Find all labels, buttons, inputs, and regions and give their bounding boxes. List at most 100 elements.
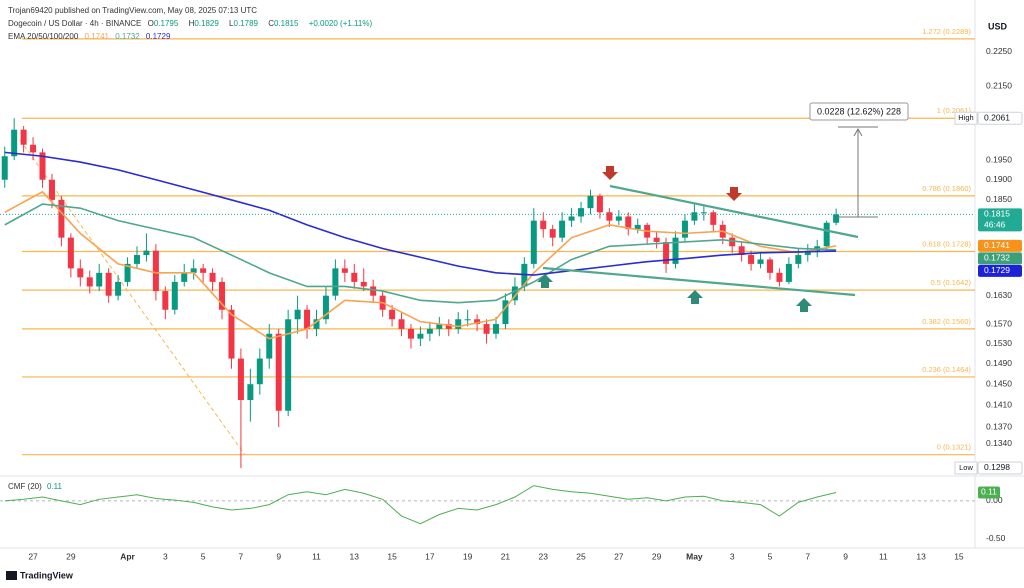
candle-body [86, 277, 93, 287]
candle-body [578, 208, 585, 217]
candle-body [493, 324, 500, 334]
symbol: Dogecoin / US Dollar · 4h · BINANCE [8, 19, 142, 28]
candle-body [313, 319, 320, 329]
x-tick-label: 9 [843, 551, 848, 561]
candle-body [360, 281, 367, 287]
candle-body [351, 272, 358, 282]
x-tick-label: 21 [501, 551, 511, 561]
candle-body [389, 309, 396, 320]
price-tag [977, 461, 1023, 475]
candle-body [96, 272, 103, 287]
x-tick-label: 7 [805, 551, 810, 561]
price-tag-label: 0.1741 [984, 240, 1010, 250]
price-tag [978, 252, 1022, 265]
x-tick-label: 15 [387, 551, 397, 561]
candle-body [48, 179, 55, 200]
header: Trojan69420 published on TradingView.com… [8, 4, 376, 43]
candle-body [332, 268, 339, 296]
cmf-tag [978, 486, 1000, 499]
candle-body [587, 195, 594, 209]
candle-body [748, 255, 755, 264]
candle-body [77, 268, 84, 278]
publisher: Trojan69420 published on TradingView.com… [8, 6, 258, 15]
candle-body [455, 319, 462, 329]
candle-body [653, 237, 660, 242]
candle-body [200, 268, 207, 273]
x-tick-label: 27 [614, 551, 624, 561]
price-tag-label: 0.2061 [984, 112, 1010, 122]
ema-title: EMA 20/50/100/200 [8, 32, 79, 41]
cmf-title: CMF (20) [8, 482, 42, 491]
x-tick-label: 15 [954, 551, 964, 561]
x-tick-label: 11 [879, 551, 888, 561]
ohlc: L0.1789 [229, 19, 262, 28]
candle-body [474, 319, 481, 325]
candle-body [30, 144, 37, 153]
ohlc-value: 0.1829 [194, 19, 219, 28]
y-tick-label: 0.2250 [986, 46, 1012, 56]
x-tick-label: 27 [28, 551, 38, 561]
candle-body [322, 295, 329, 320]
level-label: 0.382 (0.1560) [922, 317, 971, 326]
level-label: 0.786 (0.1860) [922, 184, 971, 193]
candle-body [370, 286, 377, 296]
candle-body [615, 216, 622, 221]
candle-body [540, 220, 547, 230]
marks [0, 38, 975, 468]
level-label: 0 (0.1321) [937, 443, 972, 452]
candle-body [681, 220, 688, 238]
candle-body [294, 309, 301, 320]
candle-body [549, 229, 556, 238]
ema-value: 0.1732 [115, 32, 140, 41]
ohlc: C0.1815 [268, 19, 302, 28]
cmf-tag-label: 0.11 [981, 487, 997, 497]
candle-body [417, 333, 424, 339]
ohlc-label: O [147, 19, 154, 28]
candle-body [285, 319, 292, 411]
price-tag [978, 208, 1022, 232]
y-tick-label: 0.1630 [986, 290, 1012, 300]
y-tick-label: 0.1900 [986, 174, 1012, 184]
measure-box [809, 102, 909, 121]
measure-tool [838, 126, 878, 218]
candle-body [115, 281, 122, 296]
candle-body [766, 259, 773, 273]
candle-body [407, 328, 414, 339]
cmf-line [4, 485, 837, 525]
x-tick-label: 9 [276, 551, 281, 561]
ohlc-label: C [268, 19, 274, 28]
candle-body [256, 358, 263, 385]
candle-body [426, 328, 433, 334]
cmf-tick-label: -0.50 [986, 533, 1006, 543]
channel-lower [542, 266, 856, 297]
currency: USD [988, 21, 1008, 31]
brand: TradingView [20, 570, 74, 580]
candle-body [833, 214, 840, 223]
candle-body [124, 263, 131, 282]
candle-body [663, 241, 670, 264]
price-tag-label: 0.1815 [984, 209, 1010, 219]
ema-value: 0.1729 [145, 32, 171, 41]
price-tag [978, 239, 1022, 252]
candle-body [464, 319, 471, 321]
candle-body [738, 246, 745, 256]
candle-body [625, 216, 632, 230]
y-tick-label: 0.1530 [986, 338, 1012, 348]
candle-body [559, 220, 566, 238]
candle-body [634, 224, 641, 230]
candle-body [190, 268, 197, 273]
x-tick-label: May [686, 551, 703, 561]
x-tick-label: 23 [539, 551, 549, 561]
ema-line [4, 151, 837, 276]
x-tick-label: 3 [163, 551, 168, 561]
candle-body [568, 216, 575, 221]
candle-body [823, 222, 830, 247]
ema-legend: EMA 20/50/100/200 0.1741 0.1732 0.1729 [8, 30, 376, 43]
candle-body [436, 324, 443, 329]
tag-note: High [958, 113, 973, 122]
candle-body [11, 129, 18, 157]
candle-body [171, 281, 178, 310]
cmf-tick-label: 0.00 [986, 495, 1003, 505]
cmf-value: 0.11 [47, 482, 63, 491]
price-tag-note: 46:46 [984, 220, 1006, 230]
